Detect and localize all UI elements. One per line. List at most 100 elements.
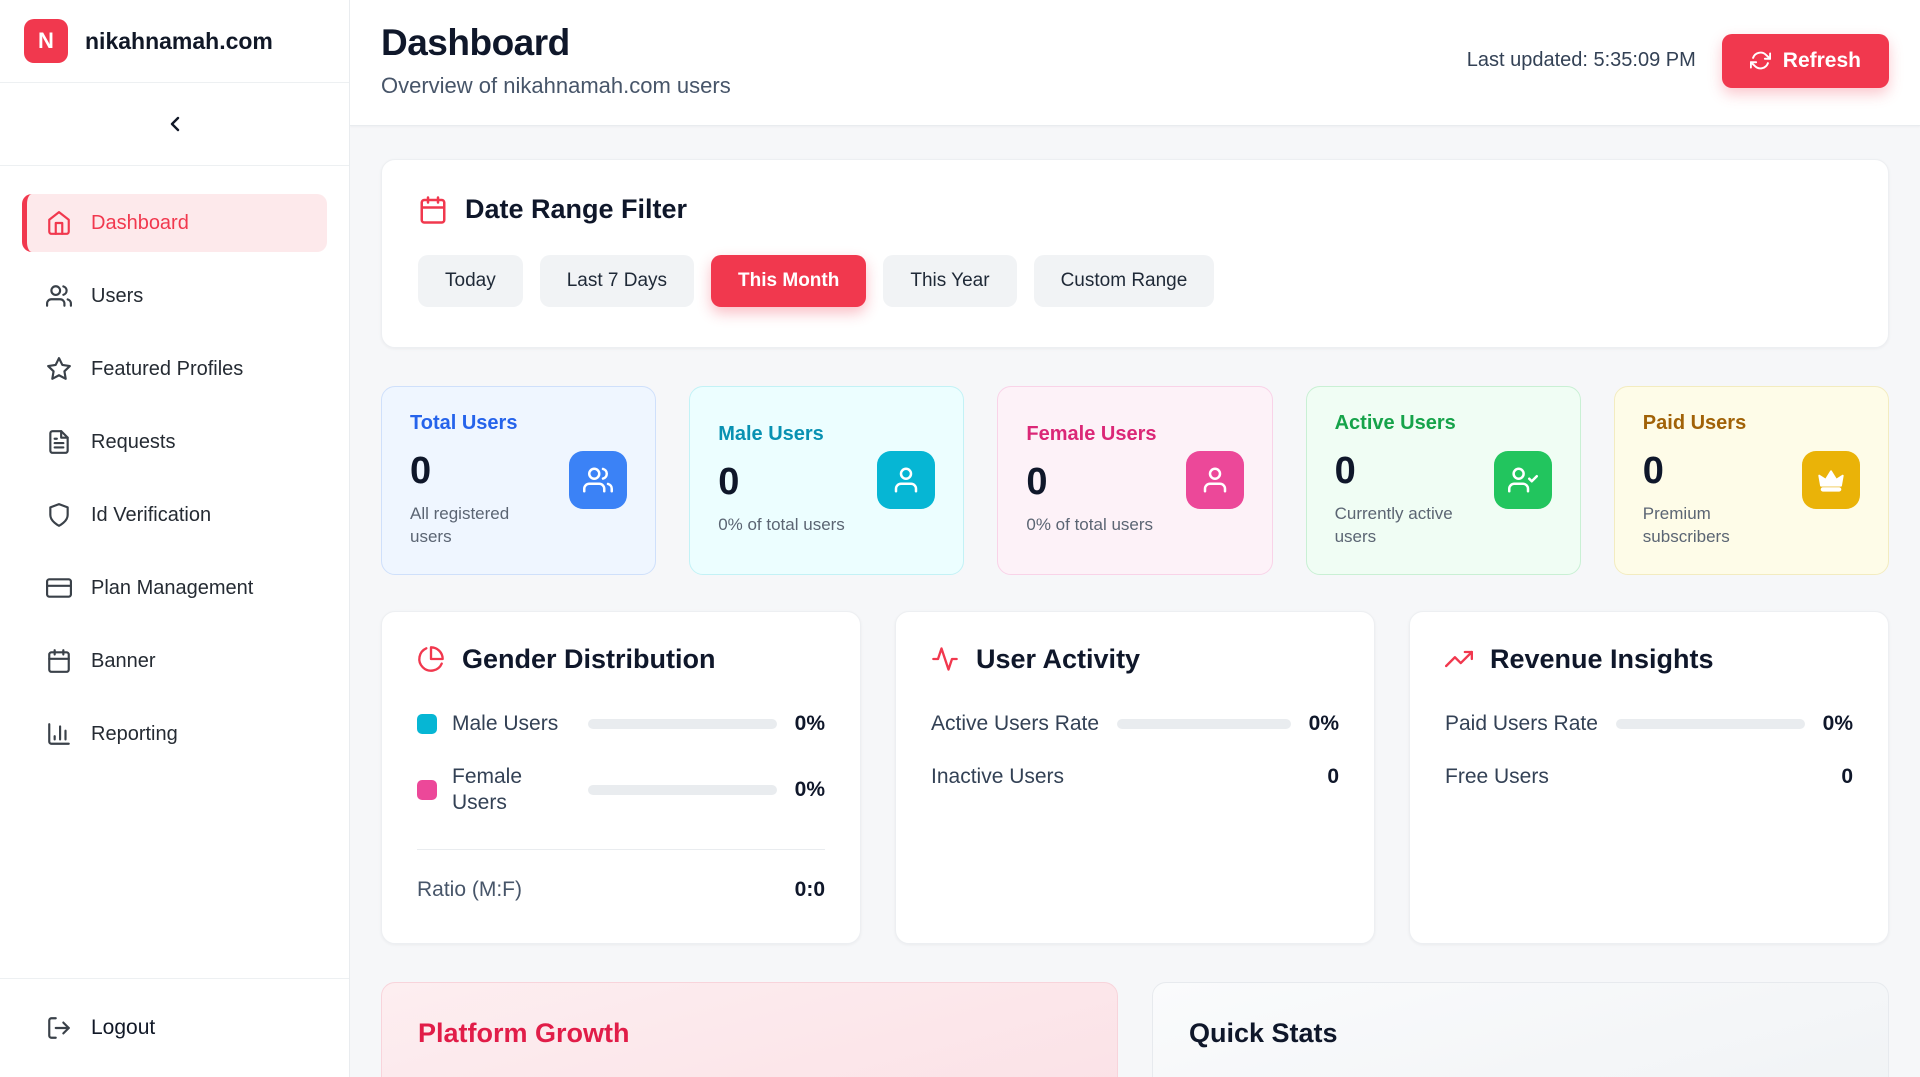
stat-card-male-users: Male Users 0 0% of total users <box>689 386 965 575</box>
metric-value: 0:0 <box>794 877 825 901</box>
stat-card-subtitle: Premium subscribers <box>1642 504 1730 546</box>
metric-row-ratio-m-f: Ratio (M:F) 0:0 <box>417 848 825 903</box>
crown-icon <box>1802 451 1860 510</box>
filter-button-this-month[interactable]: This Month <box>711 255 867 307</box>
brand-logo: N <box>24 19 68 63</box>
users-icon <box>46 283 72 309</box>
shield-icon <box>46 502 72 528</box>
filter-button-last-7-days[interactable]: Last 7 Days <box>539 255 695 307</box>
progress-bar <box>1117 719 1291 729</box>
brand: N nikahnamah.com <box>0 0 349 83</box>
stat-card-subtitle: 0% of total users <box>718 515 845 535</box>
sidebar-item-reporting[interactable]: Reporting <box>22 705 327 763</box>
sidebar-nav: Dashboard Users Featured Profiles Reques… <box>0 166 349 978</box>
logout-button[interactable]: Logout <box>22 1001 327 1055</box>
sidebar-item-plan-management[interactable]: Plan Management <box>22 559 327 617</box>
sidebar-item-requests[interactable]: Requests <box>22 413 327 471</box>
chart-icon <box>46 721 72 747</box>
card-quick-stats: Quick Stats Total Registrations <box>1152 981 1889 1077</box>
panel-gender-distribution: Gender Distribution Male Users 0% Female… <box>381 610 861 944</box>
stat-card-title: Active Users <box>1334 412 1456 434</box>
page-header: Dashboard Overview of nikahnamah.com use… <box>350 0 1920 126</box>
metric-label: Ratio (M:F) <box>417 877 522 901</box>
panel-title: User Activity <box>976 643 1141 674</box>
filter-button-today[interactable]: Today <box>418 255 523 307</box>
user-icon <box>877 451 936 510</box>
stat-card-value: 0 <box>718 461 740 504</box>
panel-revenue-insights: Revenue Insights Paid Users Rate 0% Free… <box>1409 610 1889 944</box>
summary-card-title: Platform Growth <box>418 1017 630 1048</box>
metric-row-active-users-rate: Active Users Rate 0% <box>931 711 1339 737</box>
metric-panels-row: Gender Distribution Male Users 0% Female… <box>381 610 1889 944</box>
calendar-icon <box>418 195 448 225</box>
stat-card-title: Paid Users <box>1642 412 1747 434</box>
stat-card-subtitle: All registered users <box>410 504 510 546</box>
metric-value: 0 <box>1841 765 1853 789</box>
date-filter-title: Date Range Filter <box>465 194 688 224</box>
progress-bar <box>588 785 777 796</box>
metric-value: 0% <box>1822 712 1853 735</box>
refresh-label: Refresh <box>1782 48 1861 72</box>
sidebar-item-banner[interactable]: Banner <box>22 632 327 690</box>
logout-label: Logout <box>91 1016 156 1039</box>
metric-label: Free Users <box>1445 765 1549 789</box>
sidebar-item-id-verification[interactable]: Id Verification <box>22 486 327 544</box>
filter-button-this-year[interactable]: This Year <box>883 255 1017 307</box>
metric-row-female-users: Female Users 0% <box>417 764 825 817</box>
stat-card-title: Female Users <box>1026 423 1157 446</box>
user-icon <box>1185 451 1244 510</box>
sidebar-collapse-button[interactable] <box>154 103 196 145</box>
refresh-button[interactable]: Refresh <box>1721 33 1889 88</box>
stat-card-subtitle: Currently active users <box>1334 504 1453 546</box>
stat-cards-row: Total Users 0 All registered users Male … <box>381 386 1889 575</box>
stat-card-female-users: Female Users 0 0% of total users <box>997 386 1273 575</box>
page-title: Dashboard <box>381 22 570 63</box>
summary-cards-row: Platform Growth Conversion Rate 0% Quick… <box>381 981 1889 1077</box>
sidebar-item-featured-profiles[interactable]: Featured Profiles <box>22 340 327 398</box>
last-updated-text: Last updated: 5:35:09 PM <box>1466 49 1696 71</box>
stat-card-value: 0 <box>410 450 432 492</box>
sidebar-item-dashboard[interactable]: Dashboard <box>22 194 327 252</box>
trending-up-icon <box>1445 645 1473 673</box>
page-subtitle: Overview of nikahnamah.com users <box>381 73 731 98</box>
metric-label: Active Users Rate <box>931 711 1100 735</box>
stat-card-paid-users: Paid Users 0 Premium subscribers <box>1613 386 1889 575</box>
star-icon <box>46 356 72 382</box>
metric-row-male-users: Male Users 0% <box>417 711 825 737</box>
panel-title: Revenue Insights <box>1490 643 1714 674</box>
metric-row-inactive-users: Inactive Users 0 <box>931 764 1339 790</box>
date-filter-buttons: Today Last 7 Days This Month This Year Custo… <box>418 255 1852 307</box>
file-text-icon <box>46 429 72 455</box>
stat-card-total-users: Total Users 0 All registered users <box>381 386 657 575</box>
main-area: Dashboard Overview of nikahnamah.com use… <box>350 0 1920 1077</box>
refresh-icon <box>1749 50 1771 71</box>
brand-name: nikahnamah.com <box>85 27 273 54</box>
credit-card-icon <box>46 575 72 601</box>
home-icon <box>46 210 72 236</box>
calendar-icon <box>46 648 72 674</box>
activity-icon <box>931 645 959 673</box>
panel-title: Gender Distribution <box>462 643 716 674</box>
legend-swatch <box>417 714 437 734</box>
content: Date Range Filter Today Last 7 Days This M… <box>350 126 1920 1077</box>
metric-value: 0% <box>1308 712 1339 735</box>
user-check-icon <box>1493 451 1552 510</box>
metric-value: 0 <box>1327 765 1339 789</box>
date-range-filter-card: Date Range Filter Today Last 7 Days This M… <box>381 159 1889 348</box>
logout-icon <box>46 1015 72 1041</box>
stat-card-subtitle: 0% of total users <box>1026 515 1154 535</box>
filter-button-custom-range[interactable]: Custom Range <box>1033 255 1215 307</box>
card-platform-growth: Platform Growth Conversion Rate 0% <box>381 981 1118 1077</box>
stat-card-value: 0 <box>1642 450 1664 492</box>
sidebar-item-users[interactable]: Users <box>22 267 327 325</box>
users-icon <box>569 451 628 510</box>
metric-label: Female Users <box>452 765 523 815</box>
progress-bar <box>1615 719 1805 729</box>
metric-label: Inactive Users <box>931 765 1065 789</box>
pie-chart-icon <box>417 645 445 673</box>
metric-row-free-users: Free Users 0 <box>1445 764 1853 790</box>
metric-row-paid-users-rate: Paid Users Rate 0% <box>1445 711 1853 737</box>
metric-value: 0% <box>794 778 825 802</box>
summary-card-title: Quick Stats <box>1189 1017 1338 1048</box>
stat-card-title: Male Users <box>718 423 824 446</box>
